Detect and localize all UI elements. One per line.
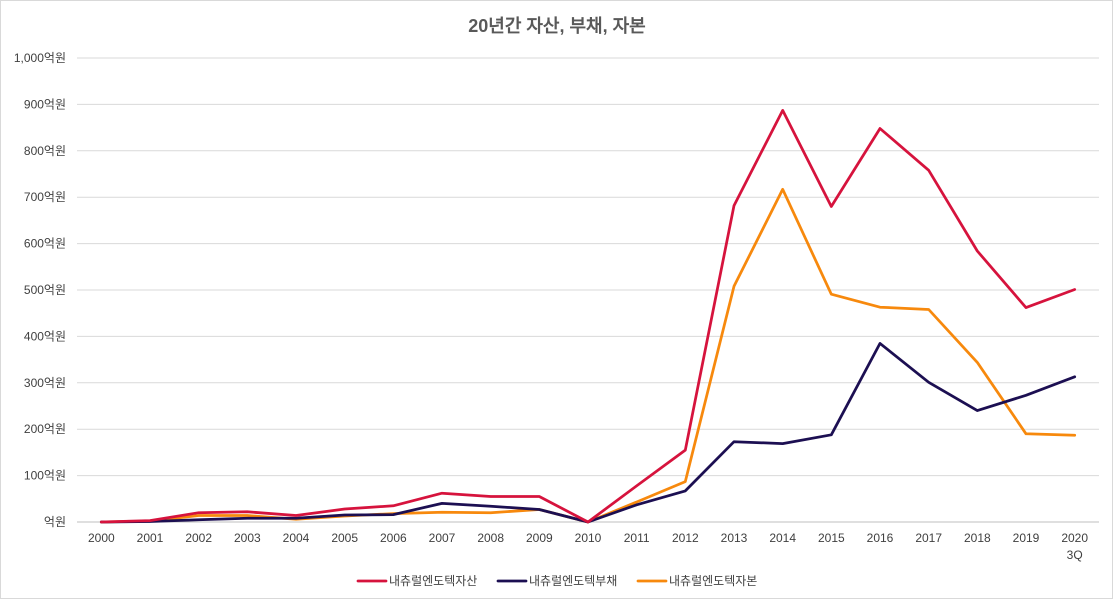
y-tick-label: 200억원 <box>24 422 66 436</box>
y-tick-label: 700억원 <box>24 190 66 204</box>
x-tick-label: 2008 <box>477 531 504 545</box>
x-tick-label: 2011 <box>624 531 650 545</box>
x-tick-label: 2013 <box>721 531 748 545</box>
x-tick-label: 2020 <box>1061 531 1088 545</box>
y-axis-ticks: 억원 100억원 200억원 300억원 400억원 500억원 600억원 700억원 800… <box>14 51 66 529</box>
legend-label: 내츄럴엔도텍부채 <box>529 574 617 588</box>
x-tick-sublabel: 3Q <box>1067 548 1083 562</box>
y-tick-label: 억원 <box>44 515 66 529</box>
x-tick-label: 2001 <box>137 531 164 545</box>
legend: 내츄럴엔도텍자산 내츄럴엔도텍부채 내츄럴엔도텍자본 <box>356 574 757 588</box>
x-tick-label: 2005 <box>331 531 358 545</box>
x-tick-label: 2002 <box>185 531 212 545</box>
series-lines <box>99 109 1077 524</box>
x-tick-label: 2017 <box>915 531 942 545</box>
y-tick-label: 600억원 <box>24 237 66 251</box>
x-tick-label: 2016 <box>867 531 894 545</box>
x-tick-label: 2014 <box>769 531 796 545</box>
y-tick-label: 1,000억원 <box>14 51 66 65</box>
x-tick-label: 2003 <box>234 531 261 545</box>
x-tick-label: 2006 <box>380 531 407 545</box>
y-tick-label: 100억원 <box>24 469 66 483</box>
y-tick-label: 400억원 <box>24 329 66 343</box>
legend-label: 내츄럴엔도텍자산 <box>389 574 477 588</box>
y-tick-label: 300억원 <box>24 376 66 390</box>
x-tick-label: 2007 <box>429 531 456 545</box>
y-tick-label: 500억원 <box>24 283 66 297</box>
x-tick-label: 2018 <box>964 531 991 545</box>
grid-lines <box>77 57 1099 523</box>
x-tick-label: 2004 <box>283 531 310 545</box>
legend-label: 내츄럴엔도텍자본 <box>669 574 757 588</box>
chart-title: 20년간 자산, 부채, 자본 <box>468 16 646 36</box>
x-tick-label: 2012 <box>672 531 699 545</box>
x-axis-ticks: 2000 2001 2002 2003 2004 2005 2006 2007 2008 2009… <box>88 531 1088 562</box>
x-tick-label: 2009 <box>526 531 553 545</box>
series-line <box>99 342 1077 524</box>
series-line <box>99 187 1077 524</box>
series-line <box>99 109 1077 524</box>
y-tick-label: 900억원 <box>24 97 66 111</box>
x-tick-label: 2015 <box>818 531 845 545</box>
y-tick-label: 800억원 <box>24 144 66 158</box>
x-tick-label: 2000 <box>88 531 115 545</box>
x-tick-label: 2010 <box>575 531 602 545</box>
x-tick-label: 2019 <box>1013 531 1040 545</box>
